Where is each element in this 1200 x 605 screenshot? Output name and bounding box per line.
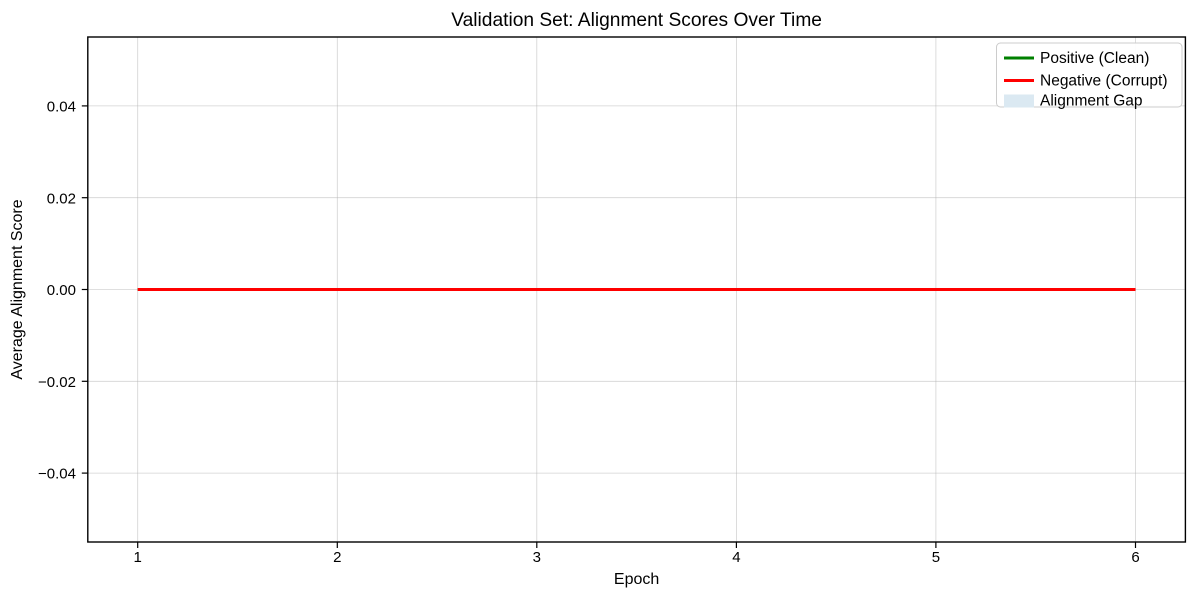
- svg-text:1: 1: [134, 549, 142, 566]
- svg-text:Validation Set: Alignment Scor: Validation Set: Alignment Scores Over Ti…: [451, 10, 822, 31]
- svg-text:4: 4: [732, 549, 740, 566]
- svg-text:0.02: 0.02: [47, 190, 76, 207]
- svg-text:3: 3: [533, 549, 541, 566]
- svg-text:5: 5: [932, 549, 940, 566]
- svg-text:2: 2: [333, 549, 341, 566]
- svg-text:Negative (Corrupt): Negative (Corrupt): [1040, 73, 1168, 90]
- svg-text:Average Alignment Score: Average Alignment Score: [9, 199, 26, 379]
- svg-text:Positive (Clean): Positive (Clean): [1040, 50, 1149, 67]
- svg-text:0.00: 0.00: [47, 282, 76, 299]
- svg-text:Alignment Gap: Alignment Gap: [1040, 93, 1143, 110]
- svg-text:−0.04: −0.04: [38, 466, 76, 483]
- svg-text:Epoch: Epoch: [614, 571, 659, 588]
- svg-text:6: 6: [1131, 549, 1139, 566]
- svg-text:−0.02: −0.02: [38, 374, 76, 391]
- svg-text:0.04: 0.04: [47, 99, 76, 116]
